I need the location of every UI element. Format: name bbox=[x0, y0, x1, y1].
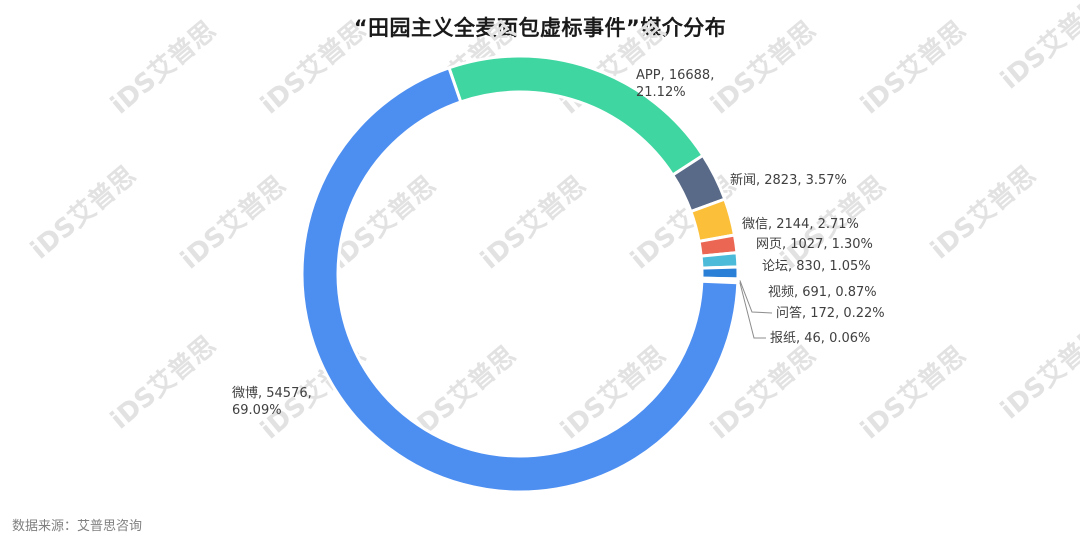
leader-lines bbox=[739, 280, 773, 339]
watermark-text: iDS艾普思 bbox=[995, 0, 1080, 95]
data-label-weixin: 微信, 2144, 2.71% bbox=[742, 217, 859, 232]
data-source-note: 数据来源：艾普思咨询 bbox=[12, 519, 143, 534]
leader-line-qa bbox=[739, 280, 773, 314]
watermark-text: iDS艾普思 bbox=[25, 160, 142, 266]
data-label-forum: 论坛, 830, 1.05% bbox=[762, 259, 871, 274]
data-label-paper: 报纸, 46, 0.06% bbox=[770, 331, 870, 346]
data-label-video: 视频, 691, 0.87% bbox=[768, 285, 877, 300]
data-label-news: 新闻, 2823, 3.57% bbox=[730, 172, 847, 188]
chart-title: “田园主义全麦面包虚标事件”媒介分布 bbox=[353, 16, 727, 40]
leader-line-paper bbox=[739, 282, 766, 339]
watermark-text: iDS艾普思 bbox=[255, 15, 372, 121]
watermark-text: iDS艾普思 bbox=[705, 15, 822, 121]
watermark-text: iDS艾普思 bbox=[105, 15, 222, 121]
watermark-text: iDS艾普思 bbox=[105, 330, 222, 436]
watermark-text: iDS艾普思 bbox=[855, 340, 972, 446]
watermark-text: iDS艾普思 bbox=[175, 170, 292, 276]
watermark-text: iDS艾普思 bbox=[995, 320, 1080, 426]
slice-weibo bbox=[300, 65, 740, 494]
data-label-weibo: 微博, 54576, 69.09% bbox=[232, 386, 312, 418]
data-label-qa: 问答, 172, 0.22% bbox=[776, 305, 885, 321]
data-label-app: APP, 16688, 21.12% bbox=[636, 68, 714, 100]
watermark-text: iDS艾普思 bbox=[855, 15, 972, 121]
data-labels: APP, 16688, 21.12% 新闻, 2823, 3.57% 微信, 2144… bbox=[232, 68, 885, 418]
data-label-web: 网页, 1027, 1.30% bbox=[756, 237, 873, 252]
watermark-text: iDS艾普思 bbox=[475, 170, 592, 276]
watermark-text: iDS艾普思 bbox=[925, 160, 1042, 266]
donut-slices bbox=[300, 54, 740, 494]
